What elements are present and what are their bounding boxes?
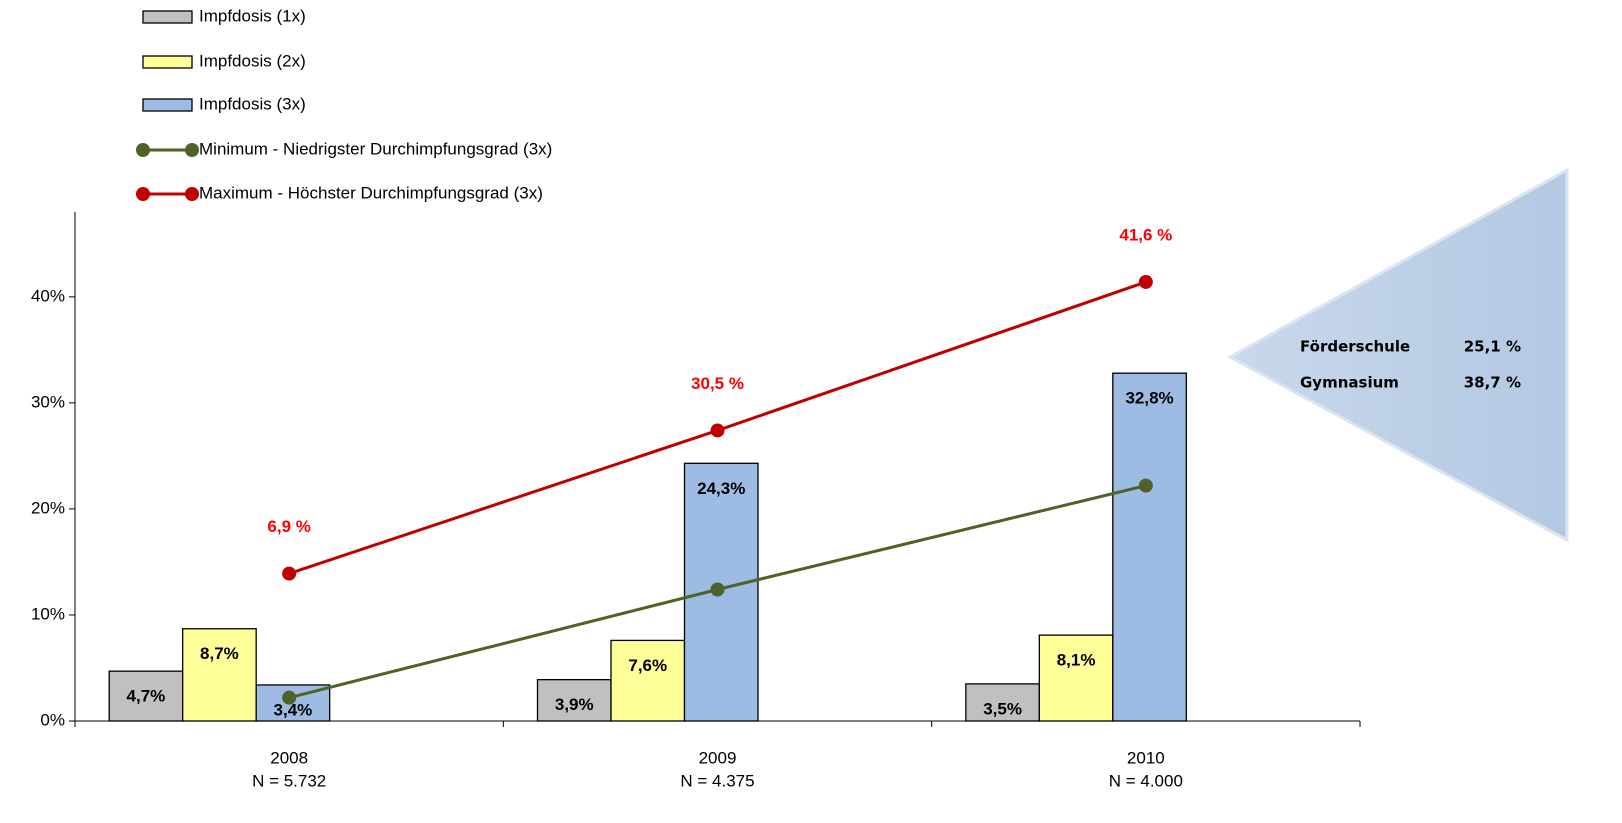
bar-value-label: 3,4% [274,700,313,719]
bar [182,628,257,722]
line-point [1138,478,1153,493]
y-tick-label: 20% [31,498,65,517]
callout: Förderschule 25,1 % Gymnasium 38,7 % [1300,338,1521,392]
x-tick-sublabel: N = 4.000 [1109,771,1183,790]
callout-value: 25,1 % [1464,338,1521,356]
annotation: 41,6 % [1119,225,1172,244]
bar-value-label: 8,1% [1057,651,1096,670]
line-point [282,690,297,705]
callout-shape [1226,167,1569,543]
bar [965,683,1040,722]
y-tick-label: 40% [31,286,65,305]
x-tick-label: 2009 [699,748,737,767]
callout-label: Gymnasium [1300,374,1399,392]
annotation: 30,5 % [691,374,744,393]
bar-value-label: 24,3% [697,479,745,498]
line-point [1138,274,1153,289]
legend-marker [136,143,150,157]
x-tick-label: 2010 [1127,748,1165,767]
bar [610,639,686,722]
bar [1112,372,1187,722]
annotation: 6,9 % [267,517,310,536]
legend-swatch [142,10,193,24]
x-tick-sublabel: N = 4.375 [680,771,754,790]
bar-value-label: 8,7% [200,644,239,663]
bar [1038,634,1114,722]
bar-value-label: 32,8% [1125,389,1173,408]
legend-marker [136,187,150,201]
callout-label: Förderschule [1300,338,1410,356]
legend-label: Impfdosis (1x) [199,6,306,25]
y-tick-label: 0% [40,710,65,729]
line-point [710,582,725,597]
x-tick-label: 2008 [270,748,308,767]
legend-marker [185,143,199,157]
bar-value-label: 4,7% [127,687,166,706]
legend-label: Impfdosis (3x) [199,94,306,113]
bar-value-label: 3,9% [555,695,594,714]
legend-swatch [142,55,193,69]
legend-label: Minimum - Niedrigster Durchimpfungsgrad … [199,139,552,158]
line-point [710,423,725,438]
line-point [282,566,297,581]
legend-swatch [142,98,193,112]
bar-value-label: 7,6% [628,656,667,675]
legend-label: Maximum - Höchster Durchimpfungsgrad (3x… [199,183,543,202]
bar-value-label: 3,5% [983,699,1022,718]
callout-value: 38,7 % [1464,374,1521,392]
legend-label: Impfdosis (2x) [199,51,306,70]
bar [536,678,612,722]
legend-marker [185,187,199,201]
y-tick-label: 10% [31,604,65,623]
x-tick-sublabel: N = 5.732 [252,771,326,790]
y-tick-label: 30% [31,392,65,411]
